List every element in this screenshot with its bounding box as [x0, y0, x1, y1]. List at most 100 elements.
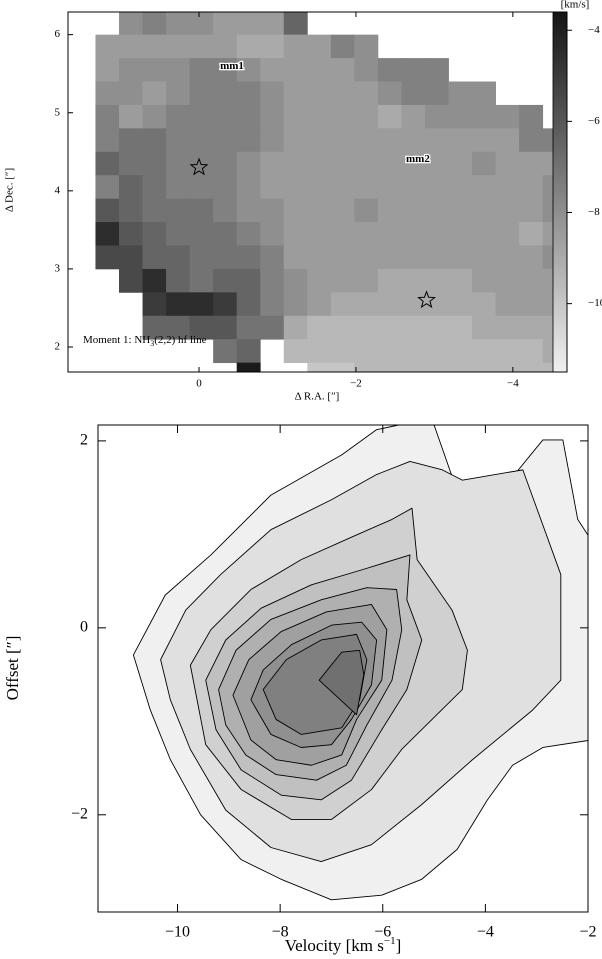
pixel — [213, 339, 238, 364]
pixel — [354, 104, 379, 129]
pixel — [448, 245, 473, 270]
note-part: 3 — [150, 339, 154, 348]
pixel — [236, 104, 261, 129]
pixel — [236, 58, 261, 82]
pixel — [424, 362, 449, 372]
pixel — [519, 362, 544, 372]
y-tick-label: 4 — [55, 184, 61, 196]
pixel — [95, 151, 120, 176]
pixel — [377, 198, 402, 223]
pixel — [354, 198, 379, 223]
pixel — [472, 268, 497, 293]
note-part: Moment 1: NH — [83, 334, 150, 346]
pixel — [95, 34, 120, 59]
pixel — [495, 245, 520, 270]
x-axis-label-part: Velocity [km s — [285, 936, 384, 955]
pixel — [213, 128, 238, 153]
pixel — [495, 315, 520, 340]
x-tick-label: −8 — [272, 924, 289, 941]
pixel — [283, 339, 308, 364]
pixel — [213, 315, 238, 340]
pixel — [283, 268, 308, 293]
x-tick-label: −6 — [374, 924, 391, 941]
pixel — [495, 151, 520, 176]
pixel — [307, 339, 332, 364]
pixel — [401, 175, 426, 200]
pixel — [142, 175, 167, 200]
source-star — [417, 290, 436, 309]
pixel — [189, 151, 214, 176]
pixel — [260, 245, 285, 270]
pixel — [354, 292, 379, 317]
pixel — [519, 222, 544, 246]
x-tick-label: 0 — [196, 378, 202, 390]
pixel — [307, 362, 332, 372]
pixel — [118, 58, 143, 82]
pixel — [307, 104, 332, 129]
pixel — [260, 315, 285, 340]
pixel — [236, 315, 261, 340]
pixel — [283, 198, 308, 223]
pixel — [142, 128, 167, 153]
pixel — [401, 81, 426, 106]
pixel — [283, 151, 308, 176]
pixel — [95, 198, 120, 223]
pixel — [260, 128, 285, 153]
pixel — [424, 175, 449, 200]
pixel — [354, 315, 379, 340]
pixel — [260, 12, 285, 36]
pixel — [307, 81, 332, 106]
pixel — [495, 198, 520, 223]
pixel — [424, 292, 449, 317]
pixel — [424, 58, 449, 82]
x-axis-label-part: ] — [396, 936, 402, 955]
pixel — [472, 151, 497, 176]
pixel — [166, 292, 191, 317]
pixel — [307, 198, 332, 223]
pixel — [118, 34, 143, 59]
pixel — [354, 339, 379, 364]
colorbar-tick-label: −6 — [588, 115, 600, 127]
pixel — [260, 222, 285, 246]
pixel — [401, 315, 426, 340]
pixel — [118, 104, 143, 129]
pixel — [424, 104, 449, 129]
pixel — [213, 222, 238, 246]
pixel — [330, 362, 355, 372]
pixel — [213, 175, 238, 200]
pixel — [495, 362, 520, 372]
x-axis-label: Δ R.A. [″] — [295, 391, 340, 403]
pixel — [307, 292, 332, 317]
y-tick-label: 5 — [55, 106, 61, 118]
pixel — [401, 245, 426, 270]
pixel — [495, 175, 520, 200]
pixel — [401, 58, 426, 82]
pixel — [236, 362, 261, 372]
pixel — [448, 81, 473, 106]
x-tick-label: −4 — [477, 924, 494, 941]
pixel — [330, 268, 355, 293]
y-axis-label: Offset [″] — [3, 636, 22, 701]
pixel — [283, 81, 308, 106]
pixel — [260, 268, 285, 293]
pixel — [236, 198, 261, 223]
pixel — [472, 175, 497, 200]
pixel — [260, 198, 285, 223]
source-star — [189, 157, 209, 176]
x-axis-label: Velocity [km s−1] — [285, 935, 402, 955]
pixel — [330, 81, 355, 106]
pixel — [377, 315, 402, 340]
pixel — [283, 175, 308, 200]
pixel — [260, 104, 285, 129]
pixel — [448, 315, 473, 340]
pixel — [330, 128, 355, 153]
pixel — [495, 104, 520, 129]
pixel — [283, 58, 308, 82]
pixel — [283, 292, 308, 317]
pixel — [307, 128, 332, 153]
pixel — [142, 245, 167, 270]
pixel — [377, 222, 402, 246]
pixel — [142, 58, 167, 82]
colorbar-tick-label: −8 — [588, 206, 600, 218]
pixel — [448, 198, 473, 223]
